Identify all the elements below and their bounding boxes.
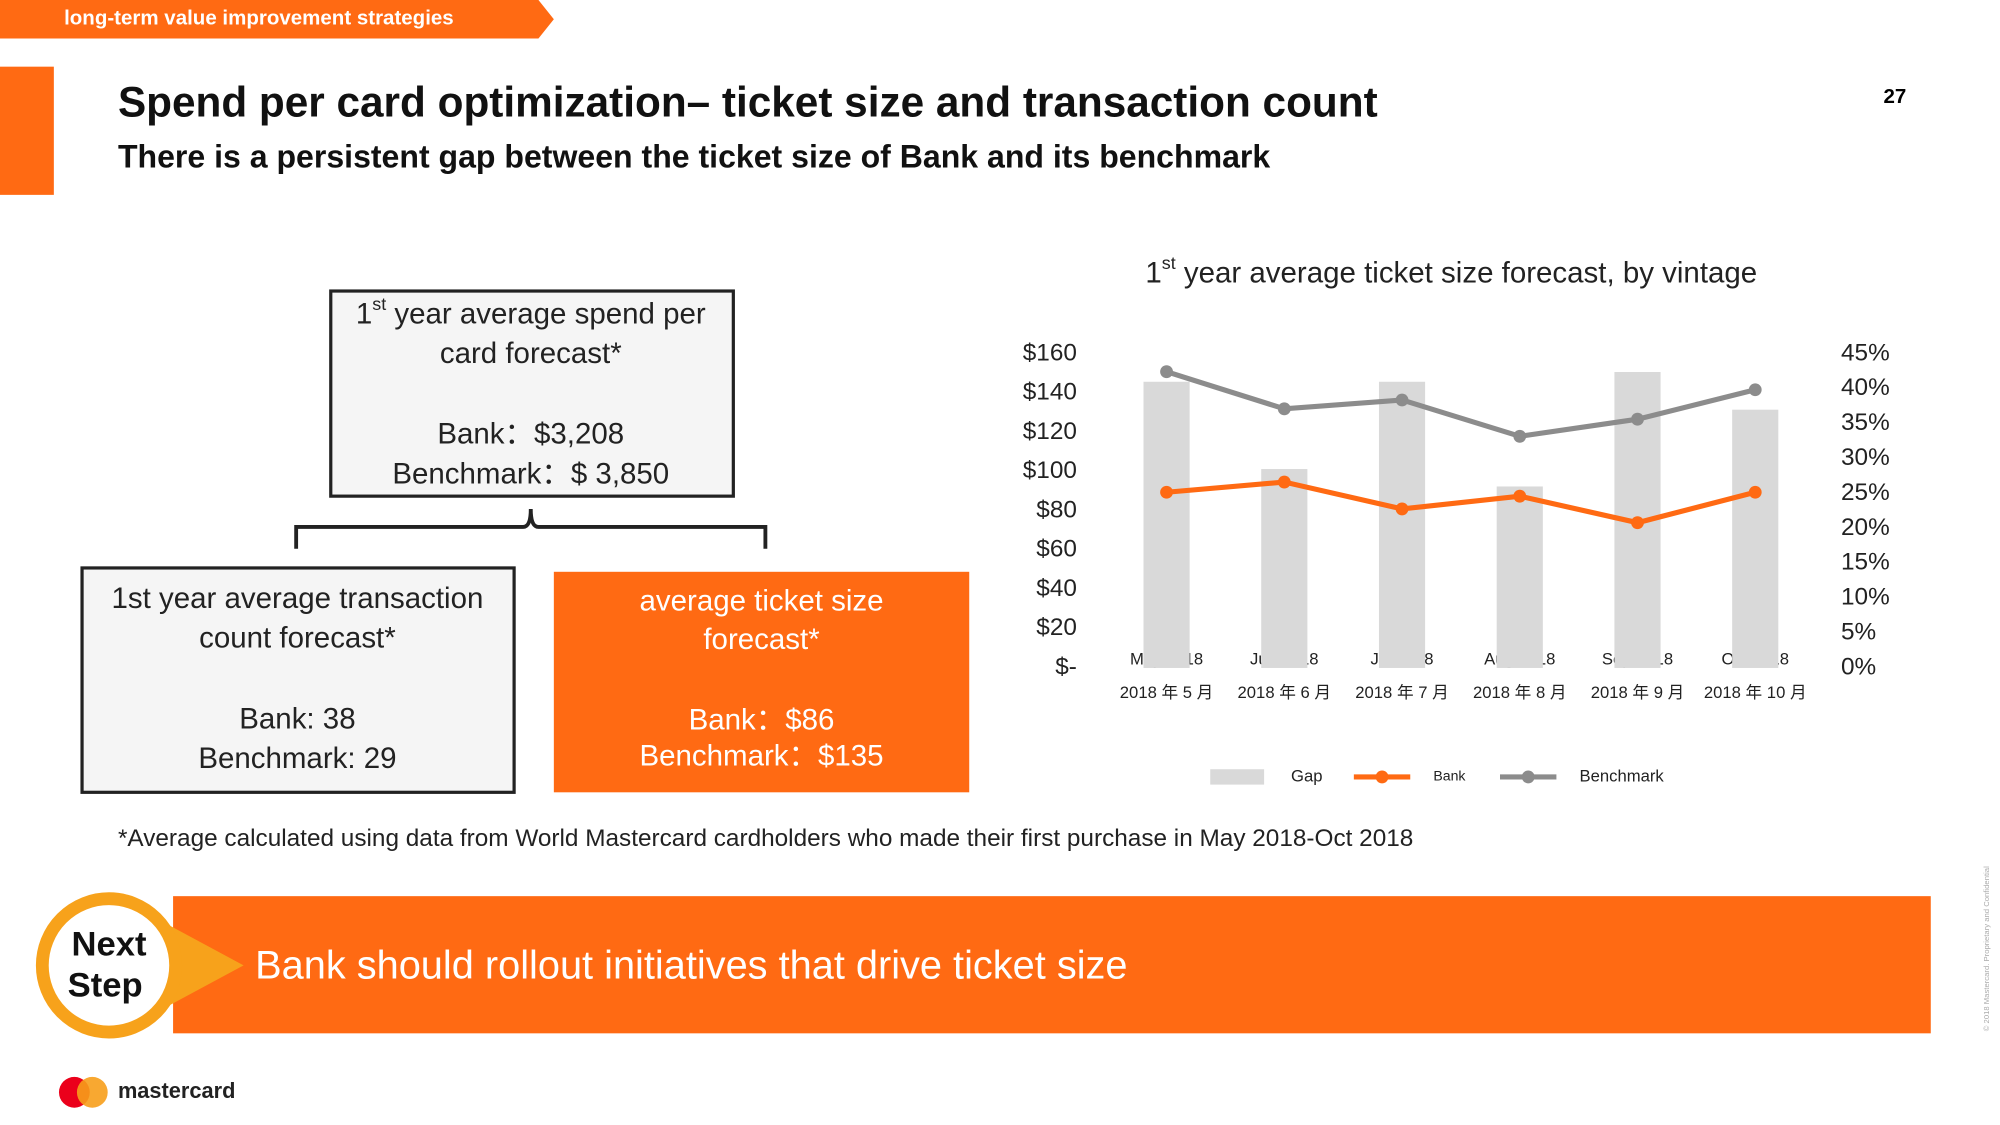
y2-tick-label: 20% <box>1841 514 1890 541</box>
y-tick-label: $120 <box>1023 418 1077 445</box>
x-tick-label-local: 2018 年 9 月 <box>1591 683 1685 702</box>
ticket-bank: Bank：$86 <box>689 704 835 737</box>
count-box <box>80 566 516 794</box>
subtitle: There is a persistent gap between the ti… <box>118 138 1270 174</box>
y-tick-label: $- <box>1055 653 1077 680</box>
copyright: © 2018 Mastercard. Proprietary and Confi… <box>1982 866 1991 1031</box>
lead: 1 <box>356 297 372 330</box>
next-step-text: Bank should rollout initiatives that dri… <box>255 943 1127 987</box>
ticket-benchmark: Benchmark：$135 <box>639 739 883 772</box>
legend-marker <box>1521 770 1535 784</box>
point <box>1631 516 1644 530</box>
footnote: *Average calculated using data from Worl… <box>118 825 1413 852</box>
point <box>1160 365 1173 379</box>
spend-box-text: 1st year average spend per card forecast… <box>356 294 706 491</box>
title: Spend per card optimization– ticket size… <box>118 78 1378 125</box>
ticket-box-text: average ticket size forecast* Bank：$86 B… <box>639 584 883 772</box>
y2-tick-label: 5% <box>1841 618 1876 645</box>
point <box>1277 402 1291 416</box>
x-tick-label-local: 2018 年 6 月 <box>1238 683 1332 702</box>
point <box>1160 485 1173 499</box>
step-label: Step <box>68 966 143 1004</box>
line <box>1166 479 1756 526</box>
point <box>1277 475 1291 489</box>
point <box>1513 429 1527 443</box>
y-tick-label: $80 <box>1036 496 1077 523</box>
point <box>1395 502 1409 516</box>
y-tick-label: $160 <box>1023 339 1077 366</box>
y-tick-label: $100 <box>1023 457 1077 484</box>
point <box>1395 393 1409 407</box>
section-tag-text: long-term value improvement strategies <box>64 7 454 30</box>
ticket-title-1: average ticket size <box>640 584 884 617</box>
count-title-2: count forecast* <box>199 622 396 655</box>
section-tag <box>0 0 554 39</box>
y2-tick-label: 25% <box>1841 479 1890 506</box>
spend-box <box>329 289 735 498</box>
legend-swatch <box>1210 769 1265 785</box>
y2-tick-label: 45% <box>1841 339 1890 366</box>
legend-label: Gap <box>1291 766 1322 785</box>
chart-title: 1st year average ticket size forecast, b… <box>1145 253 1757 289</box>
sup: st <box>1162 253 1176 273</box>
legend-label: Benchmark <box>1579 766 1664 785</box>
point <box>1513 489 1527 503</box>
bar <box>1496 486 1543 668</box>
spend-title-1: 1st year average spend per <box>356 294 706 330</box>
page-number: 27 <box>1883 85 1906 108</box>
point <box>1748 383 1762 397</box>
legend-marker <box>1375 770 1389 784</box>
bar <box>1732 409 1779 668</box>
y2-tick-label: 30% <box>1841 444 1890 471</box>
y2-tick-label: 35% <box>1841 409 1890 436</box>
point <box>1631 412 1644 426</box>
rest: year average spend per <box>386 297 706 330</box>
logo-text: mastercard <box>118 1078 235 1103</box>
next-step-pointer <box>160 920 244 1011</box>
logo-yellow <box>76 1076 108 1108</box>
bar <box>1261 469 1308 668</box>
legend-label: Bank <box>1433 768 1466 784</box>
spend-benchmark: Benchmark：$ 3,850 <box>392 457 669 490</box>
ticket-box <box>553 571 970 793</box>
y2-tick-label: 0% <box>1841 653 1876 680</box>
y-tick-label: $20 <box>1036 614 1077 641</box>
ticket-title-2: forecast* <box>703 623 819 656</box>
count-benchmark: Benchmark: 29 <box>198 742 396 775</box>
point <box>1748 485 1762 499</box>
count-title-1: 1st year average transaction <box>112 582 484 615</box>
next-step-banner <box>173 896 1931 1034</box>
spend-title-2: card forecast* <box>440 337 622 370</box>
spend-bank: Bank：$3,208 <box>437 418 624 451</box>
x-tick-label-local: 2018 年 8 月 <box>1473 683 1567 702</box>
x-tick-label-local: 2018 年 5 月 <box>1120 683 1214 702</box>
y2-tick-label: 15% <box>1841 549 1890 576</box>
x-tick-label-local: 2018 年 7 月 <box>1355 683 1449 702</box>
lead: 1 <box>1145 256 1161 289</box>
bar <box>1378 381 1426 668</box>
count-box-text: 1st year average transaction count forec… <box>112 582 484 775</box>
y2-tick-label: 40% <box>1841 374 1890 401</box>
next-label: Next <box>71 925 146 963</box>
bracket <box>294 508 768 549</box>
bar <box>1143 381 1190 668</box>
accent-bar <box>0 66 54 195</box>
x-tick-label-local: 2018 年 10 月 <box>1704 683 1807 702</box>
count-bank: Bank: 38 <box>239 702 355 735</box>
chart: $- $20 $40 $60 $80 $100 $120 $140 $160 0% 5% 10% 15%… <box>1023 339 1890 785</box>
y-tick-label: $60 <box>1036 536 1077 563</box>
line <box>1165 369 1756 439</box>
sup: st <box>372 294 386 314</box>
y-tick-label: $40 <box>1036 575 1077 602</box>
rest: year average ticket size forecast, by vi… <box>1176 256 1757 289</box>
y-tick-label: $140 <box>1023 379 1077 406</box>
next-step-circle <box>35 892 183 1039</box>
y2-tick-label: 10% <box>1841 584 1890 611</box>
